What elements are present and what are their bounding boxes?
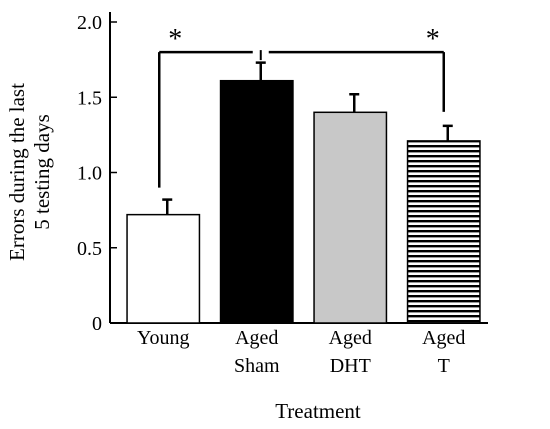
significance-star: * [426, 24, 440, 55]
y-axis-label-line: Errors during the last [5, 83, 29, 261]
x-tick-label: Young [137, 327, 189, 349]
y-tick-label: 2.0 [77, 12, 102, 34]
y-tick-label: 0.5 [77, 238, 102, 260]
labels: 0 0.5 1.0 1.5 2.0 Errors during the last5 tes… [5, 12, 465, 423]
x-tick-label: Aged [235, 327, 278, 349]
x-tick-label: Aged [422, 327, 465, 349]
x-tick-label: T [438, 355, 450, 377]
bars [126, 50, 481, 324]
x-tick-label: Aged [329, 327, 372, 349]
x-tick-label: DHT [330, 355, 371, 377]
y-axis-label: Errors during the last5 testing days [5, 83, 54, 261]
y-tick-label: 1.5 [77, 87, 102, 109]
y-tick-label: 1.0 [77, 163, 102, 185]
significance-star: * [168, 24, 182, 55]
y-axis-label-line: 5 testing days [30, 114, 54, 230]
bar [126, 213, 201, 324]
bar [406, 140, 481, 324]
x-axis-label: Treatment [275, 399, 361, 423]
bar [219, 79, 294, 324]
x-tick-label: Sham [234, 355, 280, 377]
y-tick-label: 0 [92, 313, 102, 335]
bar [313, 111, 388, 324]
